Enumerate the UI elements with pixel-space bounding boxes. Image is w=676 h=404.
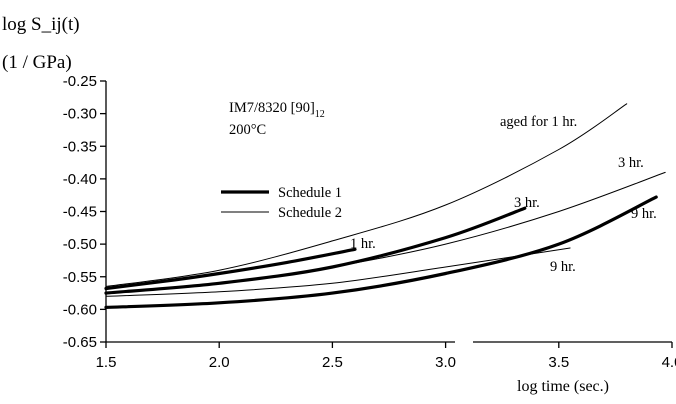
series-label-s1-3hr: 3 hr. [514,195,540,211]
material-text: IM7/8320 [90] [229,100,315,116]
x-tick-label: 1.5 [96,354,117,371]
series-line-schedule-1-5 [104,195,658,309]
x-axis-label: log time (sec.) [517,378,609,395]
x-tick-label: 2.0 [209,354,230,371]
y-tick-label: -0.55 [63,269,97,286]
y-tick-label: -0.25 [63,73,97,90]
y-tick-label: -0.50 [63,236,97,253]
series-label-s2-9hr: 9 hr. [550,259,576,275]
axis-ticks: -0.25 -0.30 -0.35 -0.40 -0.45 -0.50 -0.55 -0.60… [63,73,676,371]
series-label-s1-1hr: 1 hr. [350,236,376,252]
legend-label-schedule-1: Schedule 1 [278,185,342,201]
legend-label-schedule-2: Schedule 2 [278,205,342,221]
y-axis-label-main: log S_ij(t) [2,14,80,35]
x-tick-label: 2.5 [322,354,343,371]
series-label-s2-1hr: aged for 1 hr. [500,114,577,130]
y-tick-label: -0.60 [63,301,97,318]
y-axis-unit: (1 / GPa) [2,52,72,73]
x-tick-label: 4.0 [662,354,676,371]
series-line-schedule-2-0 [105,103,628,287]
x-tick-label: 3.5 [548,354,569,371]
x-tick-label: 3.0 [435,354,456,371]
y-tick-label: -0.45 [63,204,97,221]
series-line-schedule-2-2 [105,247,571,297]
y-tick-label: -0.40 [63,171,97,188]
series-group [104,103,666,309]
y-tick-label: -0.30 [63,106,97,123]
legend: Schedule 1 Schedule 2 [221,185,342,221]
y-tick-label: -0.65 [63,334,97,351]
series-label-s1-9hr: 9 hr. [631,206,657,222]
material-annotation: IM7/8320 [90]12 [229,100,325,120]
y-tick-label: -0.35 [63,138,97,155]
series-line-schedule-1-3 [104,247,357,291]
material-subscript: 12 [315,109,325,120]
series-line-schedule-1-4 [104,206,527,295]
temperature-annotation: 200°C [229,122,266,138]
series-label-s2-3hr: 3 hr. [618,155,644,171]
y-axis-label: log S_ij(t) [2,14,80,35]
